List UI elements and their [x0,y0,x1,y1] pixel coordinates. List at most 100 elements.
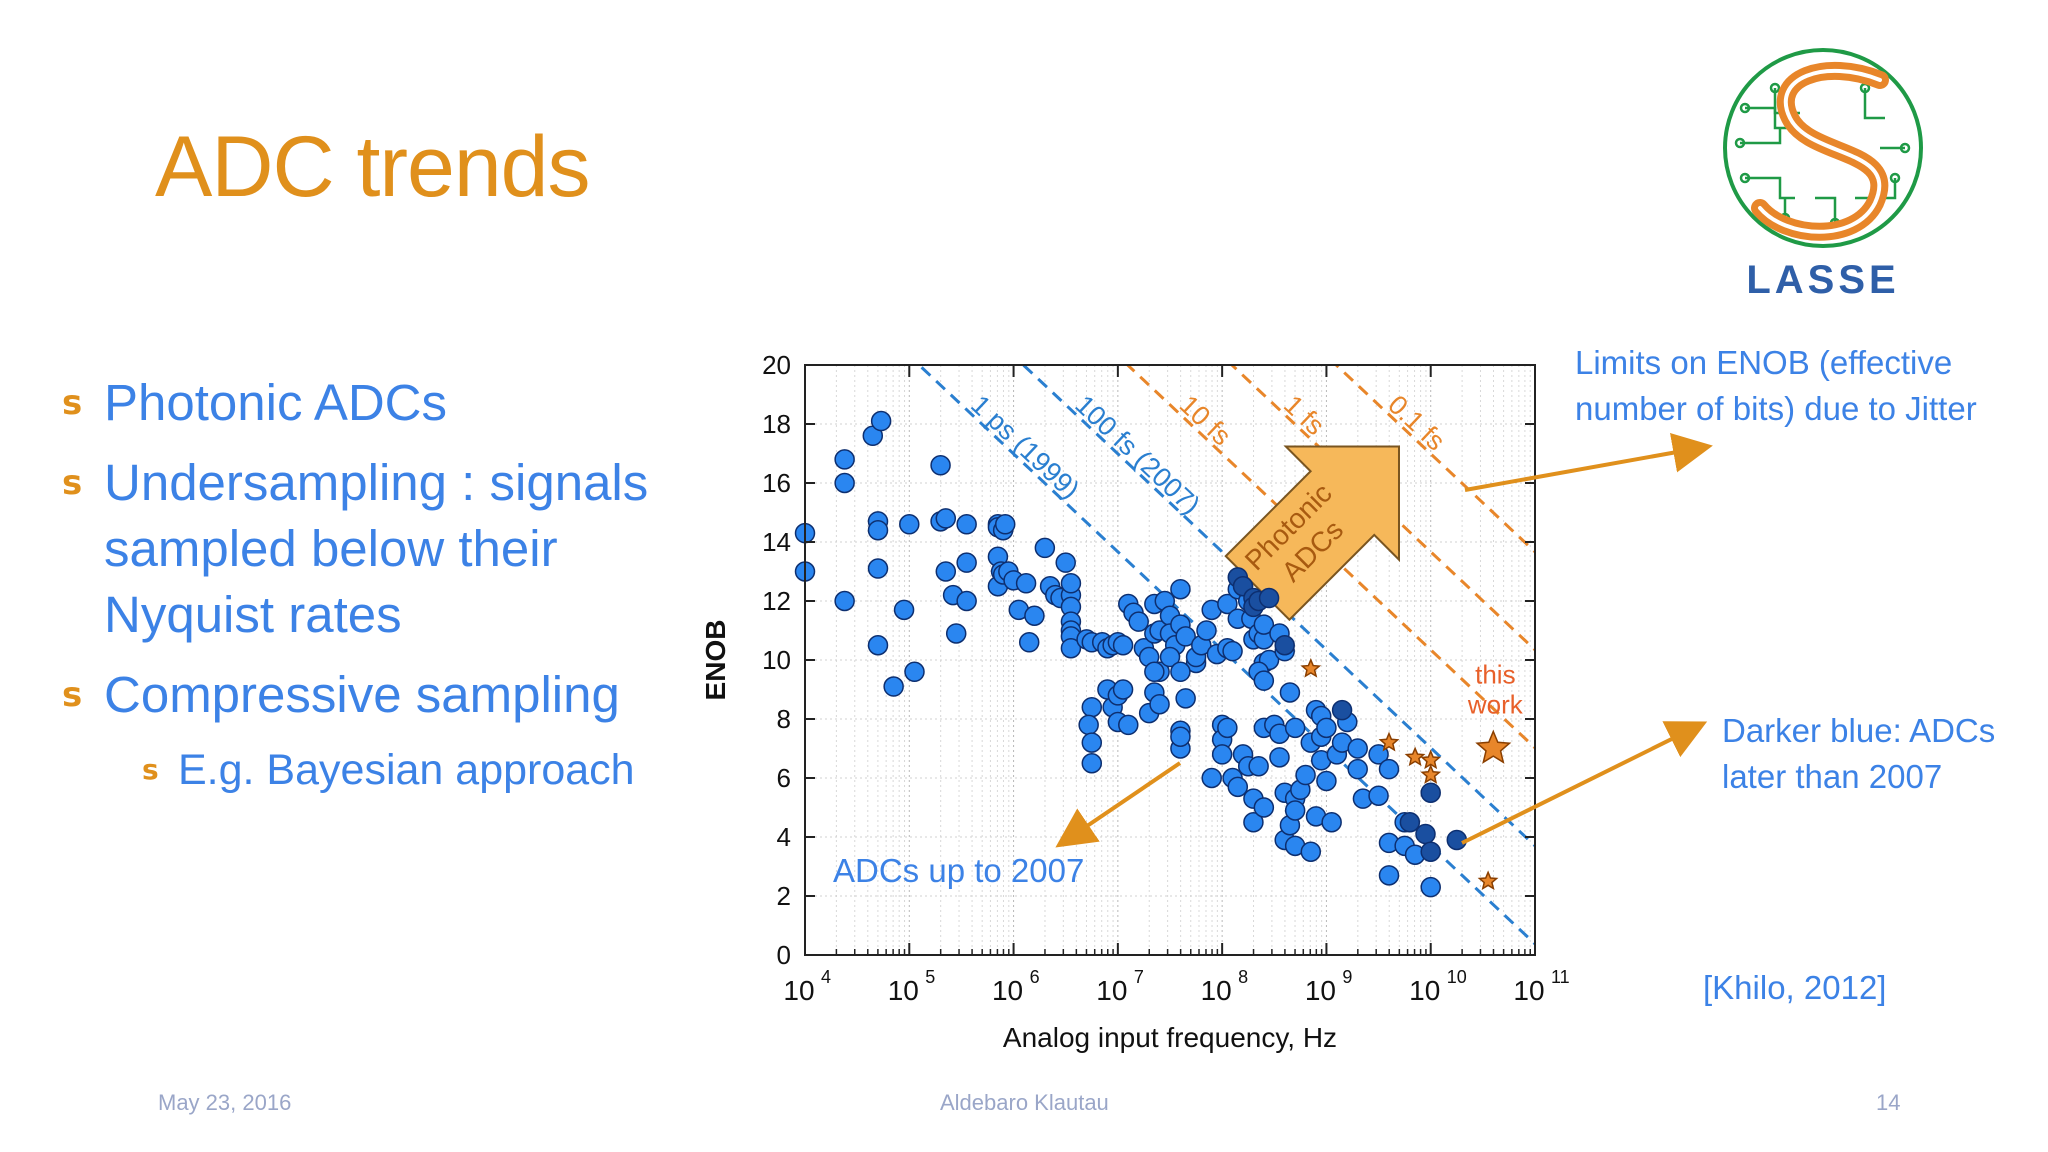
data-point [1227,776,1249,798]
bullet-marker-icon: ꜱ [142,754,159,785]
data-point [834,590,855,612]
data-point [1331,699,1353,721]
data-point [1420,841,1441,862]
x-tick-exponent: 11 [1551,967,1570,987]
data-point [1015,573,1037,594]
annotation-limits: Limits on ENOB (effective number of bits… [1575,344,1977,427]
data-point [1347,758,1368,780]
data-point [935,508,957,529]
data-point-star [1300,657,1322,678]
data-point [1269,747,1290,768]
data-point [1248,755,1269,777]
slide-title: ADC trends [155,119,590,215]
data-point [834,472,855,494]
x-tick-label: 10 [1513,975,1544,1006]
data-point [1253,670,1275,691]
data-point [1420,876,1441,898]
data-point [1060,573,1082,594]
bullet-marker-icon: ꜱ [62,464,83,502]
x-tick-label: 10 [1305,975,1336,1006]
y-axis-label: ENOB [700,620,731,701]
data-point [956,552,977,573]
data-point [1378,865,1400,886]
y-tick-label: 18 [762,409,791,439]
data-point [956,590,977,612]
data-point [1128,611,1149,632]
data-point [1347,738,1368,759]
data-point [899,514,920,535]
data-point [1149,694,1170,715]
data-point [945,623,967,644]
data-point [1316,770,1337,792]
data-point [1055,552,1076,573]
photonic-arrow-shape [1224,445,1400,622]
bullet-item: ꜱ Photonic ADCs [62,370,682,436]
data-point [1217,717,1238,739]
data-point [1060,637,1082,659]
data-point [1201,767,1222,789]
jitter-line-label: 10 fs [1174,389,1237,451]
bullet-marker-icon: ꜱ [62,384,83,422]
data-point [1446,829,1468,851]
enob-scatter-chart: 1 ps (1999)100 fs (2007)10 fs 1 fs 0.1 fs … [700,350,1570,1053]
data-point [1368,785,1389,806]
data-point [1170,661,1191,683]
bullet-text: Undersampling : signals sampled below th… [104,454,649,643]
data-point-star [1404,746,1426,767]
footer-author: Aldebaro Klautau [940,1090,1109,1115]
footer-page-number: 14 [1876,1090,1901,1115]
data-point [1018,632,1040,653]
y-tick-label: 0 [777,940,791,970]
data-point [1217,593,1238,615]
sub-bullet-item: ꜱ E.g. Bayesian approach [142,742,682,798]
x-tick-label: 10 [1096,975,1127,1006]
data-point [1078,714,1099,736]
data-point [1081,696,1103,718]
x-tick-label: 10 [1409,975,1440,1006]
data-point [935,561,957,582]
bullet-text: E.g. Bayesian approach [178,746,635,794]
lasse-logo: LASSE [1723,48,1923,302]
data-point [1378,758,1400,780]
data-point [1118,714,1139,736]
data-point-star [1420,764,1442,784]
x-tick-exponent: 7 [1134,967,1144,987]
data-point [1081,732,1103,753]
data-point [1196,620,1217,641]
y-tick-label: 10 [762,645,791,675]
data-point [904,661,925,683]
data-point [1420,782,1441,803]
jitter-line [1125,365,1535,749]
bullet-text: Photonic ADCs [104,374,448,431]
data-point [1258,587,1280,609]
data-point [1034,537,1056,559]
data-point [1415,823,1436,845]
data-point-star [1477,870,1499,891]
data-point [1144,661,1165,683]
y-tick-label: 2 [777,881,791,911]
data-point [1175,626,1196,647]
this-work-label: this [1475,660,1515,690]
data-point [1081,753,1103,774]
logo-text: LASSE [1746,258,1899,302]
jitter-line-label: 1 fs [1278,389,1330,441]
x-axis-label: Analog input frequency, Hz [1003,1022,1337,1053]
data-point [870,410,892,432]
data-point [1253,797,1275,818]
data-point [1274,635,1295,656]
data-point [893,599,915,621]
data-point [930,455,951,476]
data-point [1284,717,1306,739]
annotation-darker: Darker blue: ADCs later than 2007 [1722,712,1996,795]
bullet-marker-icon: ꜱ [62,676,83,714]
y-tick-label: 4 [777,822,791,852]
data-point [956,514,977,535]
x-tick-label: 10 [783,975,814,1006]
data-point [883,676,904,697]
data-point [867,635,889,656]
x-tick-exponent: 10 [1447,967,1467,987]
data-point [1222,640,1243,662]
y-tick-label: 12 [762,586,791,616]
